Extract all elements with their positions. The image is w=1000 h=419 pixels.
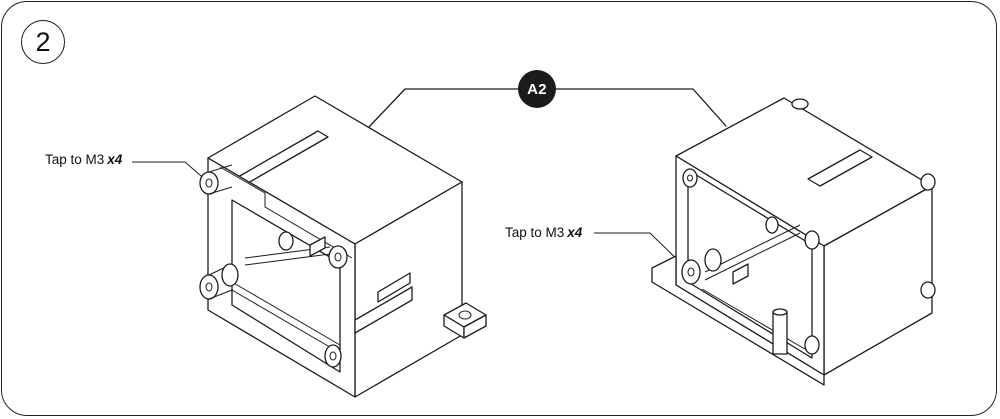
callout-text: Tap to M3 bbox=[505, 225, 565, 240]
right-boss-bottom bbox=[681, 248, 749, 285]
step-number: 2 bbox=[35, 26, 51, 57]
part-leader-right bbox=[555, 88, 727, 127]
enclosure-left bbox=[199, 95, 487, 398]
right-rail-3 bbox=[701, 288, 811, 353]
part-label-badge: A2 bbox=[518, 70, 556, 108]
right-rail-2 bbox=[704, 232, 801, 281]
right-boss-mid bbox=[765, 216, 820, 250]
callout-quantity: x4 bbox=[567, 225, 583, 240]
callout-quantity: x4 bbox=[107, 152, 123, 167]
left-rail-4 bbox=[244, 253, 331, 266]
right-top-bumps bbox=[791, 98, 936, 299]
callout-tap-left: Tap to M3 x4 bbox=[45, 152, 122, 167]
left-rail-1 bbox=[231, 281, 341, 346]
right-standoff bbox=[772, 308, 788, 355]
left-boss-bottom bbox=[199, 263, 239, 300]
part-label: A2 bbox=[527, 80, 547, 98]
right-boss-front bbox=[804, 335, 820, 355]
left-rail-2 bbox=[231, 289, 341, 354]
left-mount-tab bbox=[443, 302, 487, 339]
callout-text: Tap to M3 bbox=[45, 152, 105, 167]
enclosure-right bbox=[651, 97, 936, 386]
callout-leader-left bbox=[132, 161, 209, 183]
callout-tap-right: Tap to M3 x4 bbox=[505, 225, 582, 240]
left-boss-front bbox=[324, 344, 342, 368]
right-boss-top-left bbox=[682, 168, 698, 188]
step-number-badge: 2 bbox=[21, 20, 65, 64]
part-leader-left bbox=[367, 88, 519, 129]
left-boss-mid bbox=[278, 231, 348, 269]
left-boss-top bbox=[199, 164, 233, 195]
